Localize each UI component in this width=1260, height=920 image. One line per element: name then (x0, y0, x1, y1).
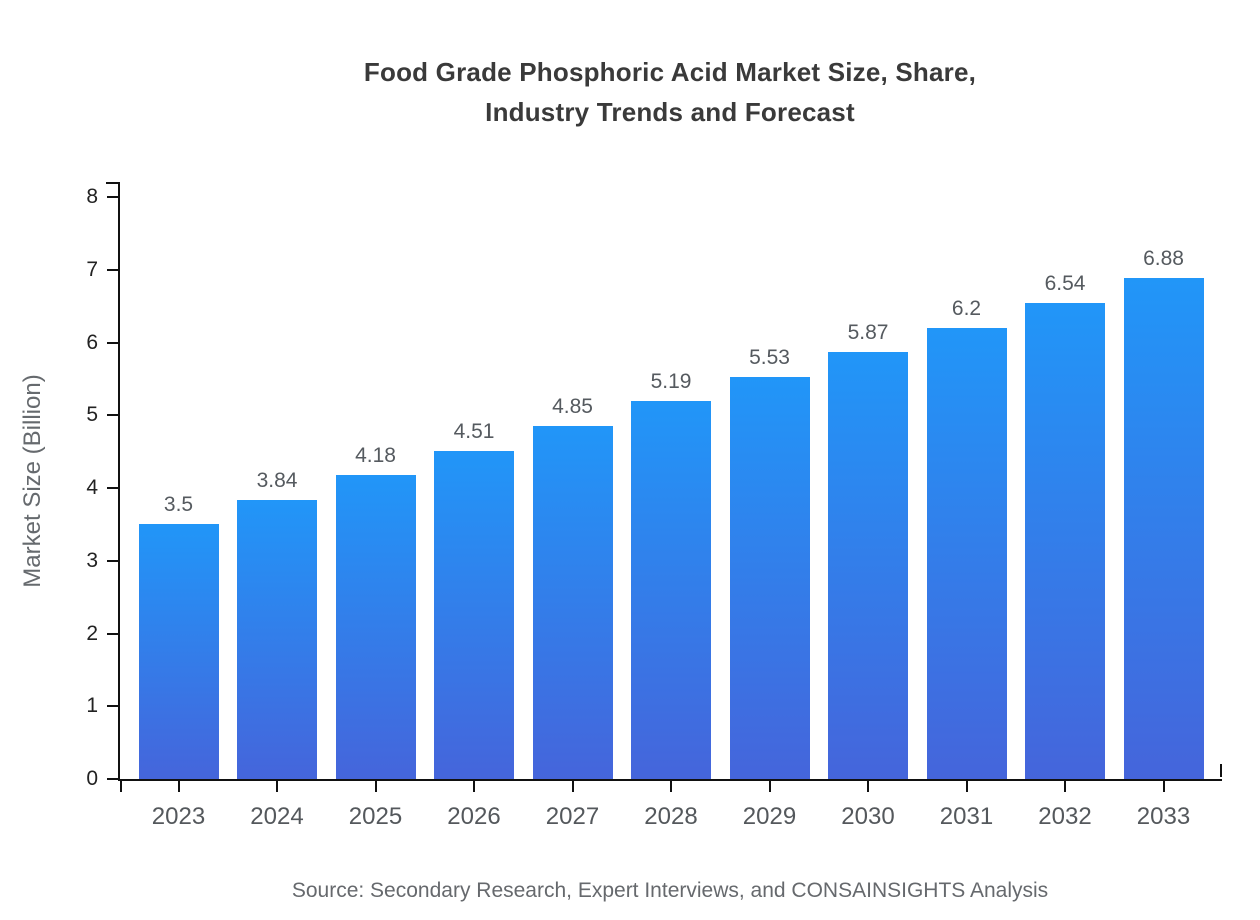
bar-slot: 6.88 2033 (1123, 247, 1204, 830)
y-tick-mark (107, 414, 120, 417)
y-tick-label: 2 (86, 621, 98, 645)
x-tick-label: 2023 (151, 803, 206, 830)
source-note: Source: Secondary Research, Expert Inter… (291, 879, 1049, 902)
bar-value-label: 4.51 (453, 420, 495, 443)
bar: 4.85 (532, 395, 613, 779)
y-tick-mark (107, 268, 120, 271)
bar-value-label: 5.19 (650, 370, 692, 393)
bar: 6.88 (1123, 247, 1204, 779)
bar-slot: 5.87 2030 (828, 321, 908, 830)
bar: 3.84 (237, 469, 317, 779)
bar-value-label: 3.5 (163, 493, 194, 516)
bar-value-label: 4.85 (552, 395, 593, 418)
y-tick-label: 3 (86, 548, 98, 572)
y-tick-mark (107, 341, 120, 344)
x-tick-mark (965, 779, 968, 792)
y-tick-label: 4 (86, 476, 98, 499)
y-tick-label: 6 (86, 330, 98, 354)
x-tick-mark (571, 779, 574, 792)
x-tick-label: 2030 (841, 803, 895, 830)
bar: 4.18 (335, 444, 416, 779)
chart-title: Food Grade Phosphoric Acid Market Size, … (363, 57, 977, 127)
bar-slot: 6.54 2032 (1025, 272, 1105, 830)
x-tick-mark (1162, 779, 1165, 792)
plot-area: 0 1 2 3 4 5 6 7 8 3.5 2023 3.84 2024 4.18 2025 4.51 202… (86, 182, 1222, 830)
y-tick-mark (107, 487, 120, 489)
bar-value-label: 5.53 (749, 346, 790, 369)
x-tick-mark (1064, 779, 1066, 792)
bar: 5.53 (729, 346, 810, 779)
x-tick-label: 2032 (1038, 803, 1092, 830)
bar-value-label: 5.87 (847, 321, 889, 344)
x-tick-label: 2025 (348, 803, 403, 830)
x-tick-mark (276, 779, 278, 792)
y-axis-top-cap (106, 182, 120, 184)
x-tick-label: 2027 (545, 803, 600, 830)
bar: 3.5 (138, 493, 219, 779)
bar-slot: 4.51 2026 (434, 420, 514, 830)
y-axis-title: Market Size (Billion) (19, 374, 46, 588)
y-tick-label: 0 (86, 767, 98, 790)
bar-value-label: 6.88 (1143, 247, 1184, 270)
x-tick-mark (867, 779, 869, 792)
bar-value-label: 6.54 (1044, 272, 1086, 295)
y-tick-label: 1 (86, 694, 98, 718)
x-tick-label: 2033 (1136, 803, 1191, 830)
x-tick-label: 2028 (644, 803, 698, 830)
y-axis-bottom-tail (120, 779, 122, 792)
bar-slot: 4.85 2027 (532, 395, 613, 830)
bar: 5.87 (828, 321, 908, 779)
bar-slot: 3.5 2023 (138, 493, 219, 830)
y-tick-label: 8 (86, 185, 98, 208)
bar: 6.2 (926, 297, 1007, 779)
bar: 4.51 (434, 420, 514, 779)
bars-container: 3.5 2023 3.84 2024 4.18 2025 4.51 2026 4.85 2027 5… (120, 182, 1222, 830)
x-tick-mark (768, 779, 771, 792)
bar-slot: 5.19 2028 (631, 370, 711, 830)
y-tick-mark (107, 778, 120, 780)
x-tick-mark (473, 779, 475, 792)
y-tick-mark (107, 632, 120, 635)
x-tick-mark (374, 779, 377, 792)
bar-value-label: 4.18 (355, 444, 396, 467)
y-tick-mark (107, 196, 120, 198)
bar: 5.19 (631, 370, 711, 779)
y-tick-mark (107, 705, 120, 708)
bar-slot: 6.2 2031 (926, 297, 1007, 830)
x-tick-mark (670, 779, 672, 792)
bar-value-label: 3.84 (256, 469, 298, 492)
bar-slot: 3.84 2024 (237, 469, 317, 830)
x-tick-label: 2026 (447, 803, 501, 830)
x-axis-right-cap (1220, 764, 1222, 777)
x-tick-label: 2031 (939, 803, 994, 830)
x-tick-label: 2024 (250, 803, 304, 830)
x-tick-mark (177, 779, 180, 792)
y-tick-label: 5 (86, 403, 98, 427)
bar-slot: 5.53 2029 (729, 346, 810, 830)
x-tick-label: 2029 (742, 803, 797, 830)
bar: 6.54 (1025, 272, 1105, 779)
bar-slot: 4.18 2025 (335, 444, 416, 830)
y-tick-mark (107, 559, 120, 562)
bar-value-label: 6.2 (951, 297, 982, 320)
y-tick-label: 7 (86, 257, 98, 281)
